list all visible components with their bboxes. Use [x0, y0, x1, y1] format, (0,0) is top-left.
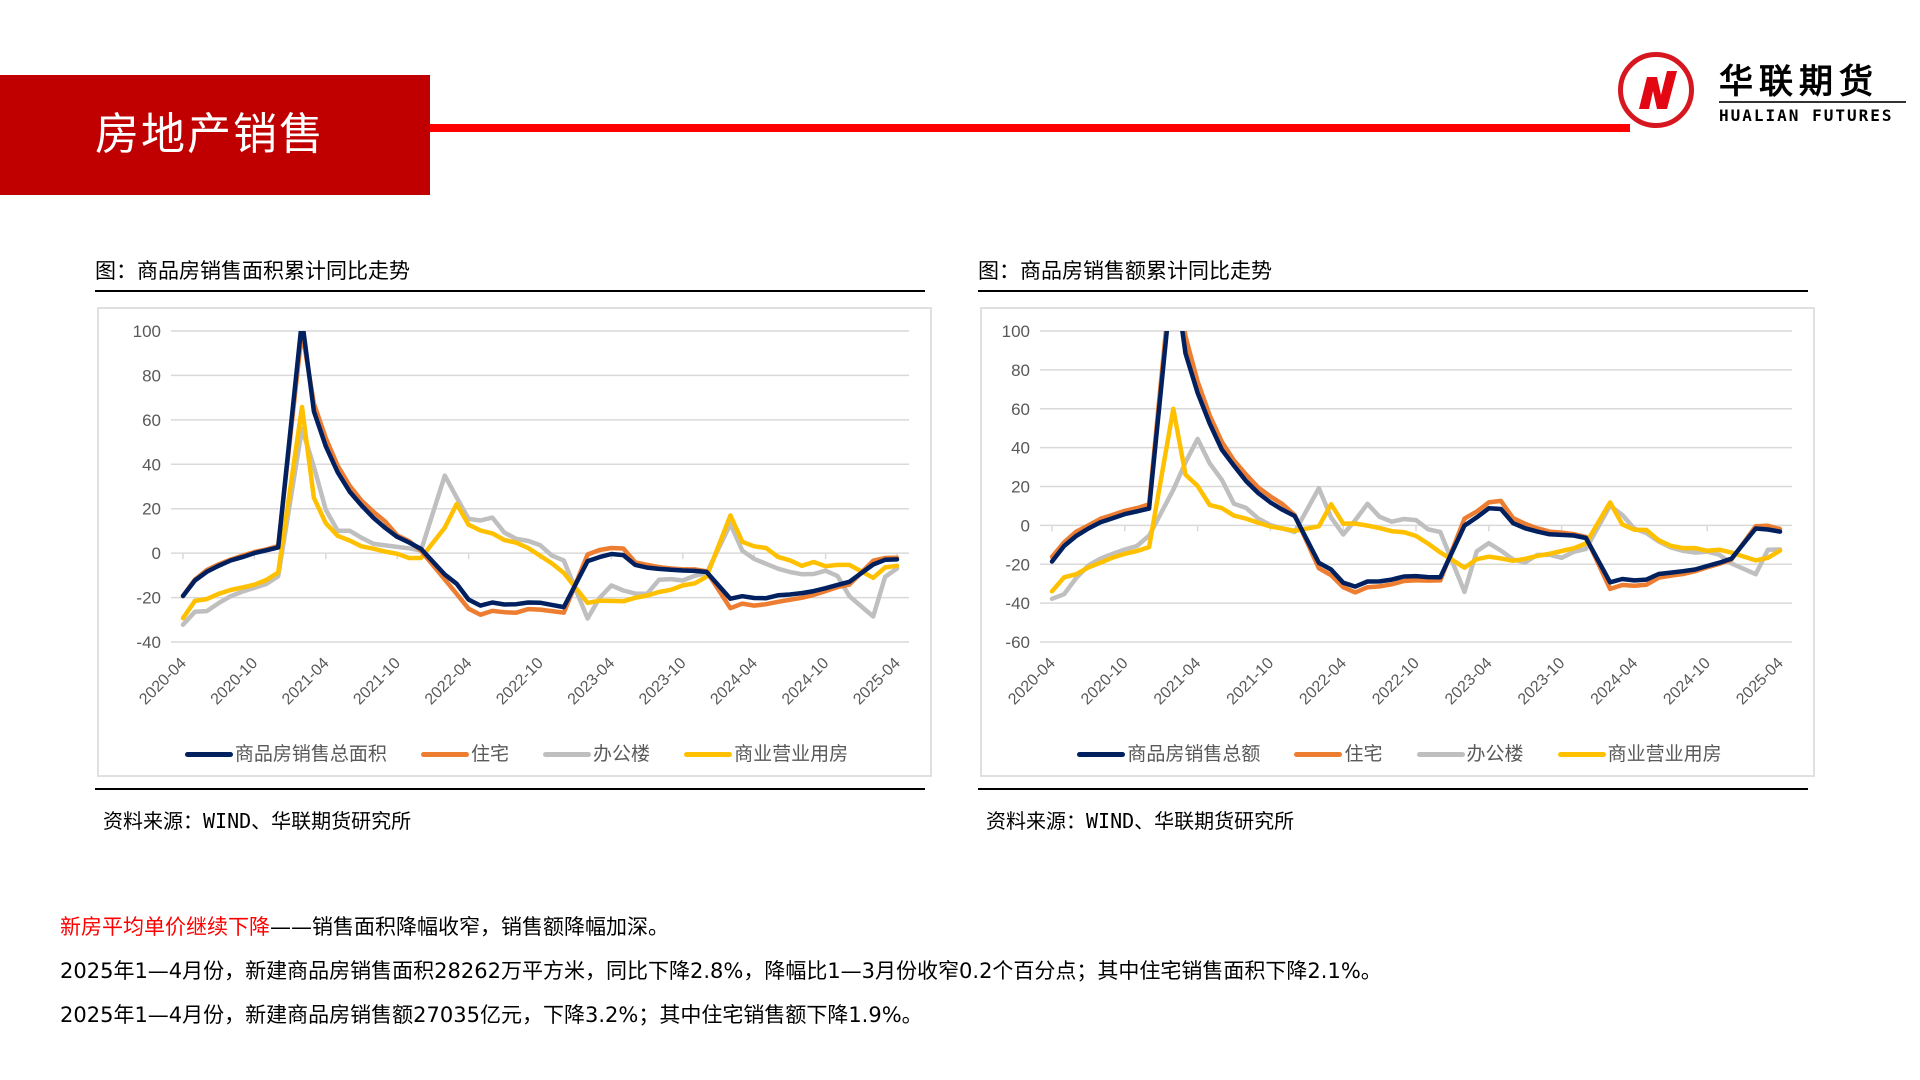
svg-text:2020-10: 2020-10	[1078, 655, 1132, 709]
legend-label: 商品房销售总额	[1127, 743, 1261, 765]
line-chart-sales-amount: 100 80 60 40 20 0 -20 -40 -60 2020-04 2020-10 2021-…	[1002, 322, 1792, 709]
legend-swatch	[184, 752, 233, 757]
svg-text:80: 80	[1011, 361, 1030, 380]
legend-label: 商业营业用房	[1607, 743, 1722, 765]
svg-text:2021-10: 2021-10	[1224, 655, 1278, 709]
svg-text:2022-04: 2022-04	[422, 655, 476, 709]
svg-text:2022-10: 2022-10	[493, 655, 547, 709]
legend-item-residential: 住宅	[1294, 739, 1382, 766]
legend-label: 办公楼	[593, 743, 651, 765]
section-title: 房地产销售	[95, 109, 325, 160]
svg-text:60: 60	[142, 411, 161, 430]
svg-text:2023-10: 2023-10	[1515, 655, 1569, 709]
svg-text:2020-04: 2020-04	[136, 655, 190, 709]
legend-item-total: 商品房销售总额	[1077, 739, 1260, 766]
legend-item-commercial: 商业营业用房	[684, 739, 848, 766]
svg-text:2021-04: 2021-04	[1151, 655, 1205, 709]
svg-text:60: 60	[1011, 400, 1030, 419]
chart-title-rule	[95, 290, 925, 292]
legend-swatch	[1077, 752, 1126, 757]
chart-title: 图：商品房销售面积累计同比走势	[95, 259, 410, 283]
svg-text:2024-10: 2024-10	[1660, 655, 1714, 709]
svg-text:2024-04: 2024-04	[1588, 655, 1642, 709]
legend-swatch	[420, 752, 469, 757]
hualian-logo: 华联期货 HUALIAN FUTURES	[1618, 52, 1908, 138]
svg-text:80: 80	[142, 366, 161, 385]
legend-label: 商业营业用房	[734, 743, 849, 765]
commentary-area-line: 2025年1—4月份，新建商品房销售面积28262万平方米，同比下降2.8%，降…	[60, 959, 1382, 983]
svg-text:-20: -20	[1005, 555, 1030, 574]
svg-text:2023-10: 2023-10	[636, 655, 690, 709]
legend-item-commercial: 商业营业用房	[1557, 739, 1722, 766]
chart-bottom-rule	[978, 788, 1808, 790]
svg-text:100: 100	[133, 322, 161, 341]
chart-area: 100 80 60 40 20 0 -20 -40 -60 2020-04 2020-10 2021-…	[980, 307, 1815, 777]
svg-text:2025-04: 2025-04	[850, 655, 904, 709]
svg-text:2020-10: 2020-10	[208, 655, 262, 709]
commentary-headline: 新房平均单价继续下降——销售面积降幅收窄，销售额降幅加深。	[60, 905, 1382, 949]
svg-text:-20: -20	[136, 589, 161, 608]
svg-text:100: 100	[1002, 322, 1030, 341]
logo-english-name: HUALIAN FUTURES	[1719, 106, 1894, 125]
svg-text:2023-04: 2023-04	[565, 655, 619, 709]
section-title-banner: 房地产销售	[0, 75, 430, 195]
svg-text:2024-04: 2024-04	[707, 655, 761, 709]
svg-text:0: 0	[1021, 516, 1030, 535]
svg-text:2021-04: 2021-04	[279, 655, 333, 709]
svg-text:2024-10: 2024-10	[779, 655, 833, 709]
svg-text:-40: -40	[136, 633, 161, 652]
svg-text:40: 40	[142, 455, 161, 474]
svg-text:-60: -60	[1005, 633, 1030, 652]
commentary: 新房平均单价继续下降——销售面积降幅收窄，销售额降幅加深。 2025年1—4月份…	[60, 905, 1382, 1037]
svg-text:2022-04: 2022-04	[1296, 655, 1350, 709]
legend-swatch	[684, 752, 733, 757]
svg-text:2022-10: 2022-10	[1369, 655, 1423, 709]
svg-text:0: 0	[152, 544, 161, 563]
svg-text:2021-10: 2021-10	[350, 655, 404, 709]
legend-swatch	[543, 752, 592, 757]
legend-label: 住宅	[1344, 743, 1383, 765]
legend-item-office: 办公楼	[1416, 739, 1524, 766]
logo-divider	[1719, 101, 1906, 103]
logo-chinese-name: 华联期货	[1719, 62, 1879, 102]
legend-item-office: 办公楼	[543, 739, 650, 766]
commentary-amount-line: 2025年1—4月份，新建商品房销售额27035亿元，下降3.2%；其中住宅销售…	[60, 1003, 923, 1027]
chart-legend: 商品房销售总面积 住宅 办公楼 商业营业用房	[99, 739, 934, 766]
headline-highlight: 新房平均单价继续下降	[60, 915, 270, 939]
headline-text: ——销售面积降幅收窄，销售额降幅加深。	[270, 915, 669, 939]
svg-text:-40: -40	[1005, 594, 1030, 613]
line-chart-sales-area: 100 80 60 40 20 0 -20 -40 2020-04 2020-10 2021-04 2…	[133, 322, 909, 709]
chart-area: 100 80 60 40 20 0 -20 -40 2020-04 2020-10 2021-04 2…	[97, 307, 932, 777]
legend-label: 商品房销售总面积	[234, 743, 387, 765]
legend-label: 住宅	[470, 743, 509, 765]
svg-text:2025-04: 2025-04	[1733, 655, 1787, 709]
legend-swatch	[1294, 752, 1343, 757]
chart-legend: 商品房销售总额 住宅 办公楼 商业营业用房	[982, 739, 1817, 766]
legend-item-residential: 住宅	[420, 739, 509, 766]
svg-text:2020-04: 2020-04	[1005, 655, 1059, 709]
legend-item-total: 商品房销售总面积	[184, 739, 387, 766]
legend-swatch	[1557, 752, 1606, 757]
chart-title-rule	[978, 290, 1808, 292]
data-source: 资料来源：WIND、华联期货研究所	[986, 809, 1295, 833]
header-divider-line	[430, 124, 1630, 132]
chart-title: 图：商品房销售额累计同比走势	[978, 259, 1272, 283]
n-logo-icon	[1618, 52, 1694, 128]
svg-text:20: 20	[1011, 478, 1030, 497]
data-source: 资料来源：WIND、华联期货研究所	[103, 809, 412, 833]
svg-text:40: 40	[1011, 439, 1030, 458]
svg-text:2023-04: 2023-04	[1442, 655, 1496, 709]
chart-bottom-rule	[95, 788, 925, 790]
svg-text:20: 20	[142, 500, 161, 519]
legend-swatch	[1416, 752, 1465, 757]
legend-label: 办公楼	[1466, 743, 1524, 765]
